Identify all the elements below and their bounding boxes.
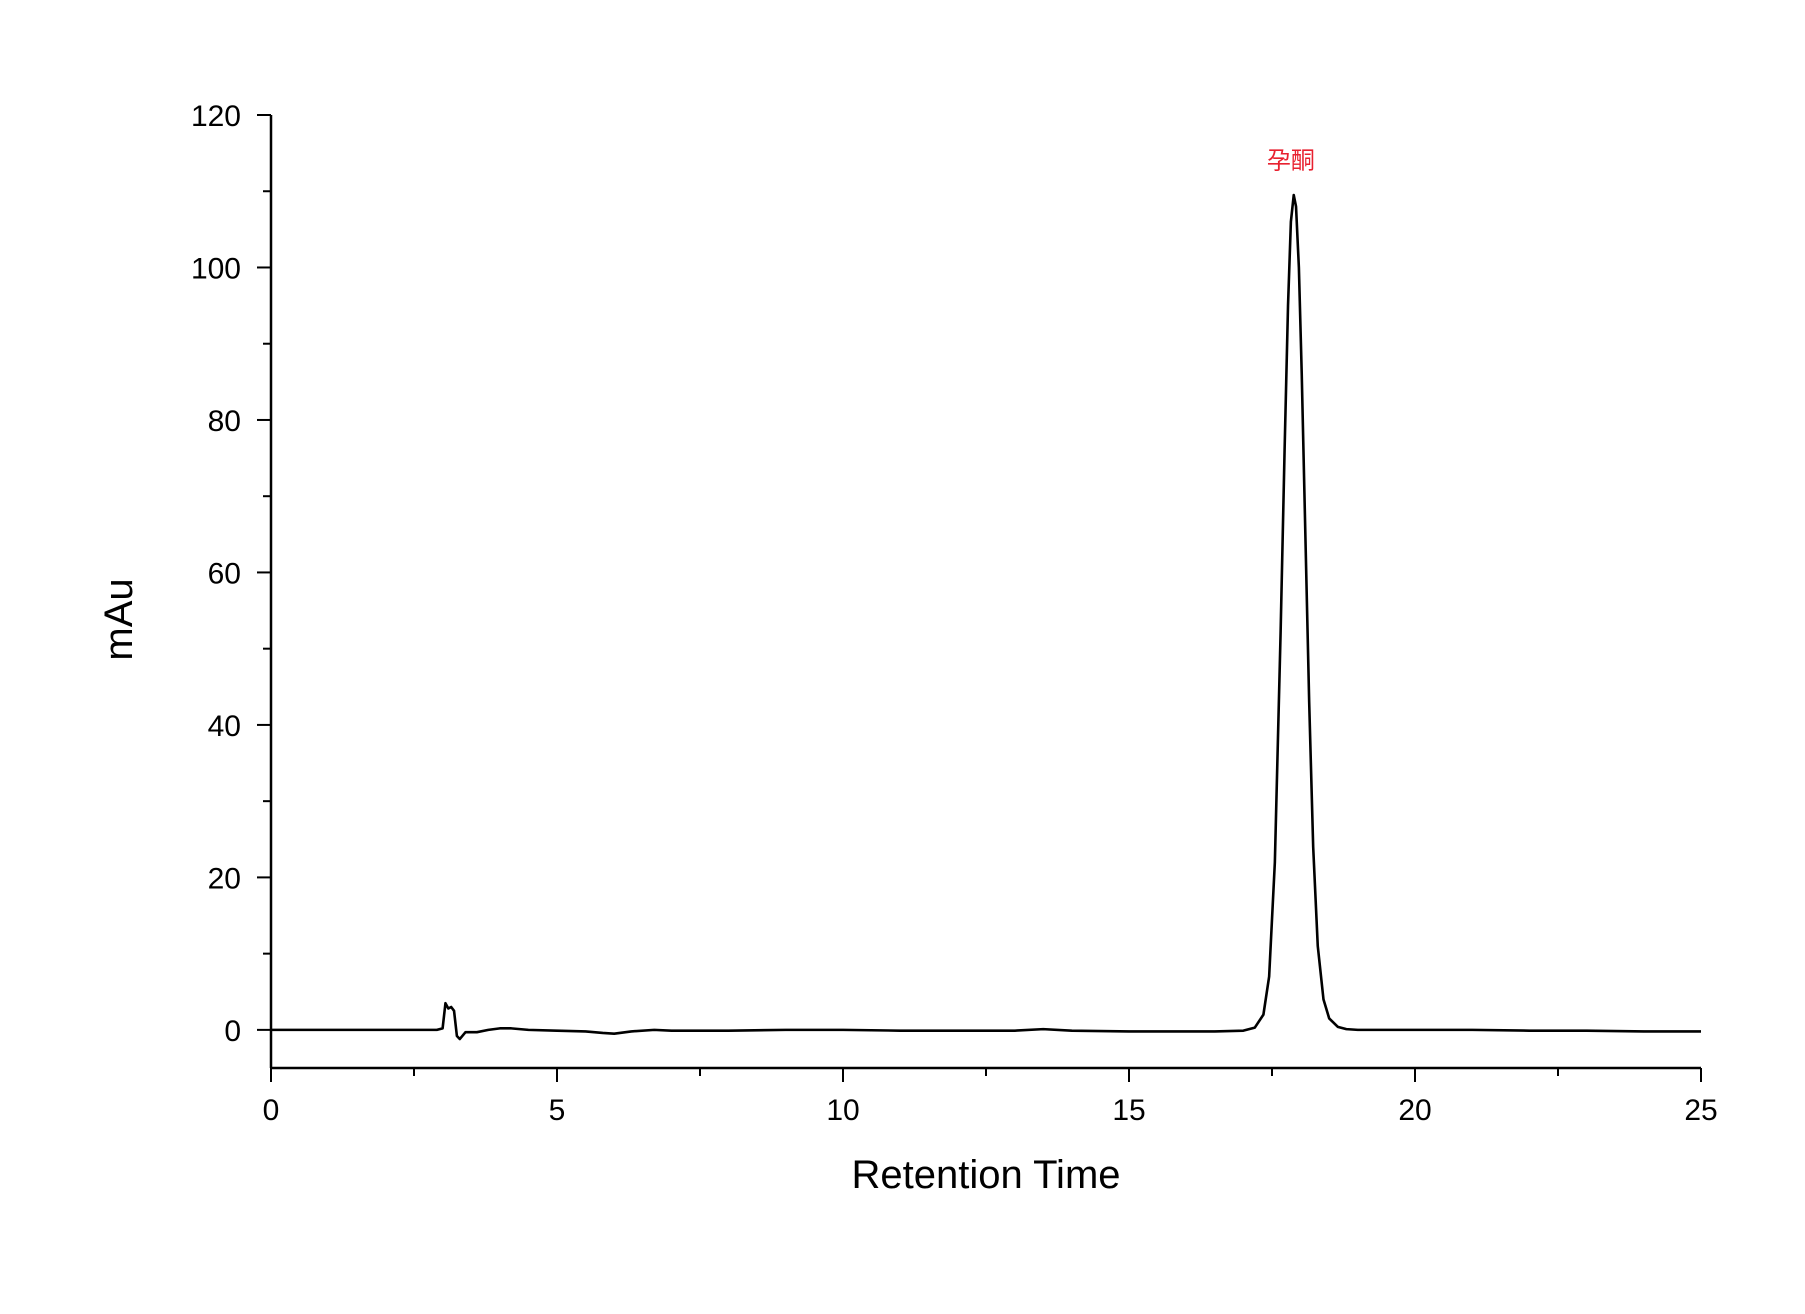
x-tick-label: 5 xyxy=(549,1094,566,1127)
y-tick-label: 20 xyxy=(208,862,241,895)
x-tick-label: 10 xyxy=(826,1094,859,1127)
x-tick-label: 20 xyxy=(1398,1094,1431,1127)
x-tick-label: 15 xyxy=(1112,1094,1145,1127)
y-tick-label: 60 xyxy=(208,557,241,590)
x-axis: 0 5 10 15 20 25 xyxy=(263,1066,1718,1127)
x-tick-label: 25 xyxy=(1684,1094,1717,1127)
y-tick-label: 80 xyxy=(208,405,241,438)
y-tick-label: 40 xyxy=(208,710,241,743)
x-axis-title: Retention Time xyxy=(851,1153,1120,1197)
x-tick-label: 0 xyxy=(263,1094,280,1127)
y-axis: 0 20 40 60 80 100 120 xyxy=(191,100,273,1068)
peak-annotation-label: 孕酮 xyxy=(1267,146,1315,174)
y-tick-label: 120 xyxy=(191,100,241,133)
y-tick-label: 0 xyxy=(224,1015,241,1048)
y-tick-label: 100 xyxy=(191,252,241,285)
y-axis-title: mAu xyxy=(97,578,141,660)
series-line xyxy=(271,193,1701,1041)
